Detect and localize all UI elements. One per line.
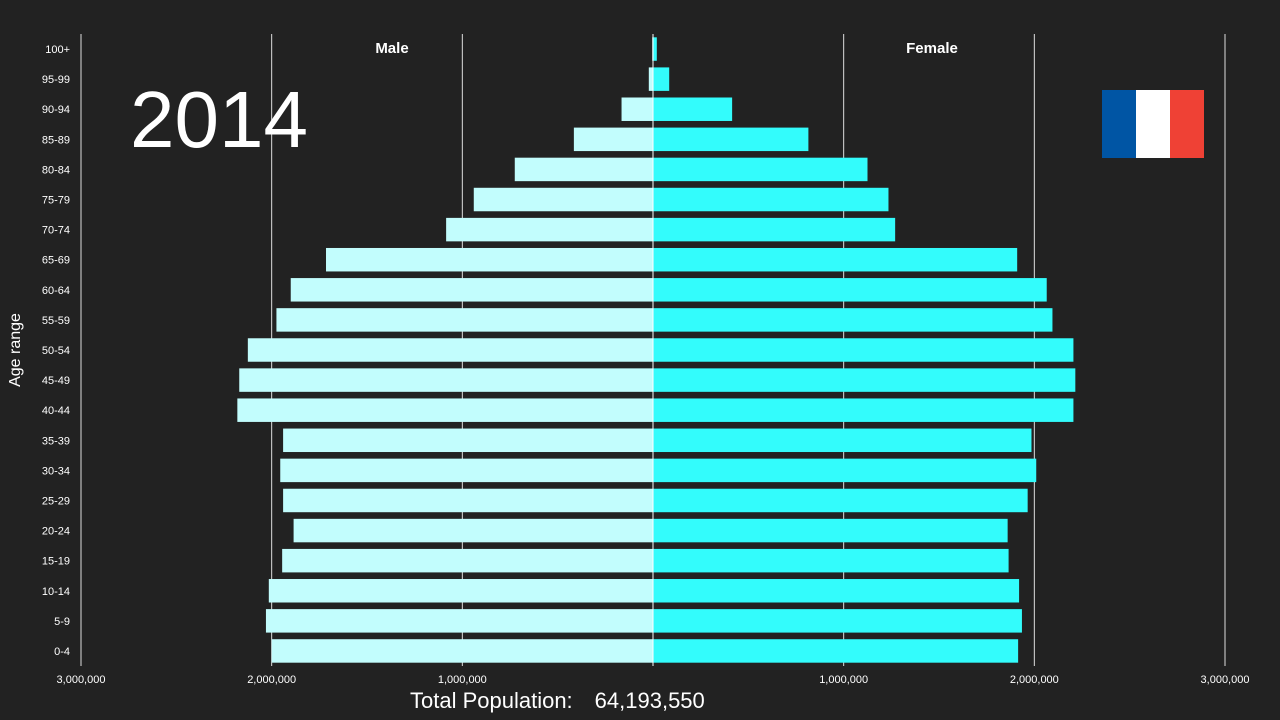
bar-female-65-69 <box>653 247 1018 272</box>
age-range-label: 25-29 <box>42 495 70 507</box>
bar-female-60-64 <box>653 278 1047 302</box>
flag-stripe-white <box>1136 90 1170 158</box>
total-population-label: Total Population: <box>410 688 573 713</box>
age-range-label: 65-69 <box>42 255 70 267</box>
bar-male-35-39 <box>283 428 653 453</box>
bar-male-95-99 <box>648 67 653 91</box>
age-range-label: 40-44 <box>42 405 70 417</box>
x-tick-label: 2,000,000 <box>247 674 296 686</box>
bar-female-80-84 <box>653 157 868 182</box>
age-range-label: 15-19 <box>42 556 70 568</box>
bar-female-95-99 <box>653 67 670 91</box>
bar-female-85-89 <box>653 127 809 152</box>
age-range-label: 70-74 <box>42 225 70 237</box>
age-range-label: 10-14 <box>42 586 70 598</box>
bar-female-30-34 <box>653 458 1037 483</box>
bar-male-50-54 <box>247 338 654 362</box>
bar-female-35-39 <box>653 428 1032 453</box>
age-range-label: 95-99 <box>42 74 70 86</box>
bar-female-75-79 <box>653 187 889 212</box>
bar-female-40-44 <box>653 398 1074 422</box>
year-label: 2014 <box>130 75 308 164</box>
bar-male-40-44 <box>237 398 653 422</box>
age-range-label: 85-89 <box>42 134 70 146</box>
bar-male-30-34 <box>280 458 653 483</box>
bar-male-80-84 <box>514 157 653 182</box>
age-range-label: 75-79 <box>42 195 70 207</box>
age-range-label: 45-49 <box>42 375 70 387</box>
legend-male-label: Male <box>375 40 408 57</box>
age-range-label: 50-54 <box>42 345 70 357</box>
bar-female-55-59 <box>653 308 1053 332</box>
age-range-label: 100+ <box>45 44 70 56</box>
total-population-value: 64,193,550 <box>594 688 705 713</box>
bar-female-25-29 <box>653 488 1028 513</box>
age-range-label: 90-94 <box>42 104 70 116</box>
age-range-labels: 100+ 95-99 90-94 85-89 80-84 75-79 70-74 65-69 6… <box>42 44 70 658</box>
flag-stripe-red <box>1170 90 1204 158</box>
bar-male-25-29 <box>283 488 653 513</box>
bar-male-65-69 <box>326 247 653 272</box>
bars <box>237 34 1076 666</box>
bar-female-15-19 <box>653 548 1009 573</box>
age-range-label: 30-34 <box>42 465 70 477</box>
bar-male-75-79 <box>473 187 653 212</box>
x-tick-label: 2,000,000 <box>1010 674 1059 686</box>
x-axis-tick-labels: 3,000,000 2,000,000 1,000,000 1,000,000 2,00… <box>57 674 1250 686</box>
bar-male-60-64 <box>290 278 653 302</box>
age-range-label: 5-9 <box>54 616 70 628</box>
bar-male-10-14 <box>268 579 653 603</box>
bar-female-100+ <box>653 37 657 61</box>
bar-male-85-89 <box>573 127 653 152</box>
bar-female-45-49 <box>653 368 1076 392</box>
age-range-label: 35-39 <box>42 435 70 447</box>
bar-male-70-74 <box>446 217 653 242</box>
x-tick-label: 3,000,000 <box>57 674 106 686</box>
age-range-label: 80-84 <box>42 164 70 176</box>
x-tick-label: 1,000,000 <box>819 674 868 686</box>
bar-female-50-54 <box>653 338 1074 362</box>
bar-male-0-4 <box>271 639 653 663</box>
x-tick-label: 1,000,000 <box>438 674 487 686</box>
y-axis-label: Age range <box>7 313 24 387</box>
country-flag-france <box>1102 90 1204 158</box>
bar-female-5-9 <box>653 609 1022 633</box>
flag-stripe-blue <box>1102 90 1136 158</box>
age-range-label: 0-4 <box>54 646 70 658</box>
bar-male-45-49 <box>239 368 653 392</box>
legend-female-label: Female <box>906 40 958 57</box>
age-range-label: 60-64 <box>42 285 70 297</box>
bar-male-20-24 <box>293 518 653 543</box>
bar-female-70-74 <box>653 217 896 242</box>
bar-female-0-4 <box>653 639 1019 663</box>
bar-female-20-24 <box>653 518 1008 543</box>
total-population: Total Population: 64,193,550 <box>410 688 705 714</box>
bar-female-90-94 <box>653 97 733 121</box>
bar-male-5-9 <box>265 609 653 633</box>
bar-male-15-19 <box>282 548 653 573</box>
age-range-label: 55-59 <box>42 315 70 327</box>
bar-female-10-14 <box>653 579 1020 603</box>
x-tick-label: 3,000,000 <box>1201 674 1250 686</box>
bar-male-90-94 <box>621 97 653 121</box>
age-range-label: 20-24 <box>42 526 70 538</box>
bar-male-55-59 <box>276 308 653 332</box>
